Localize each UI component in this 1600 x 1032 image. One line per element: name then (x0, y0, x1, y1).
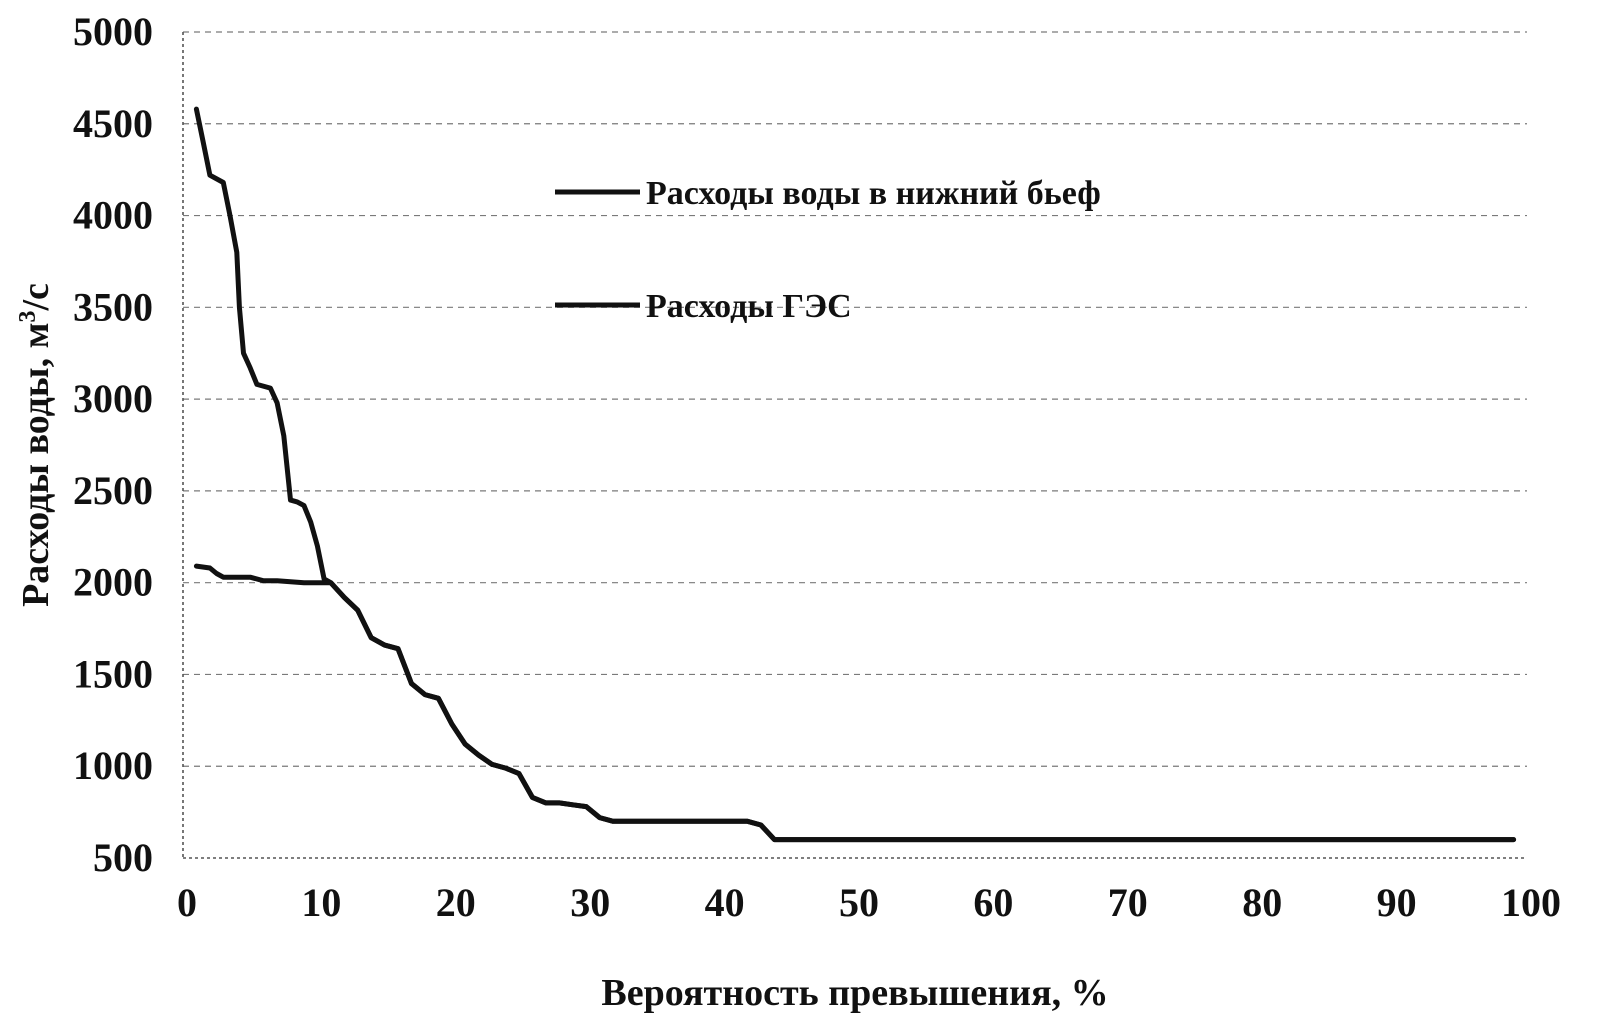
y-axis-title-sup: 3 (15, 311, 41, 323)
grid-layer (183, 31, 1527, 767)
x-tick-label: 90 (1377, 880, 1417, 925)
x-tick-label: 80 (1242, 880, 1282, 925)
axis-layer: 500 1000 1500 2000 2500 3000 3500 4000 4500 5000 0… (73, 9, 1561, 925)
y-axis-title: Расходы воды, м3/с (15, 283, 57, 607)
x-tick-label: 50 (839, 880, 879, 925)
y-tick-label: 5000 (73, 9, 153, 54)
y-tick-label: 4000 (73, 193, 153, 238)
x-tick-label: 70 (1108, 880, 1148, 925)
y-axis-title-tail: /с (15, 283, 57, 311)
legend-label-0: Расходы воды в нижний бьеф (646, 175, 1101, 212)
y-axis-title-main: Расходы воды, м (15, 323, 57, 607)
y-tick-label: 2500 (73, 468, 153, 513)
series-line-0 (193, 106, 1517, 843)
legend: Расходы воды в нижний бьеф Расходы ГЭС (555, 175, 1101, 325)
series-layer (193, 106, 1517, 843)
x-tick-label: 0 (177, 880, 197, 925)
y-tick-label: 1500 (73, 651, 153, 696)
y-tick-label: 4500 (73, 101, 153, 146)
legend-label-1: Расходы ГЭС (646, 288, 852, 325)
x-tick-label: 30 (570, 880, 610, 925)
x-tick-label: 60 (973, 880, 1013, 925)
x-tick-label: 10 (301, 880, 341, 925)
x-tick-label: 40 (705, 880, 745, 925)
y-tick-label: 3500 (73, 284, 153, 329)
y-tick-label: 2000 (73, 560, 153, 605)
series-line-1 (193, 563, 1517, 843)
y-tick-label: 500 (93, 835, 153, 880)
y-tick-label: 3000 (73, 376, 153, 421)
x-tick-label: 20 (436, 880, 476, 925)
y-tick-label: 1000 (73, 743, 153, 788)
x-tick-label: 100 (1501, 880, 1561, 925)
x-axis-title: Вероятность превышения, % (601, 972, 1108, 1014)
